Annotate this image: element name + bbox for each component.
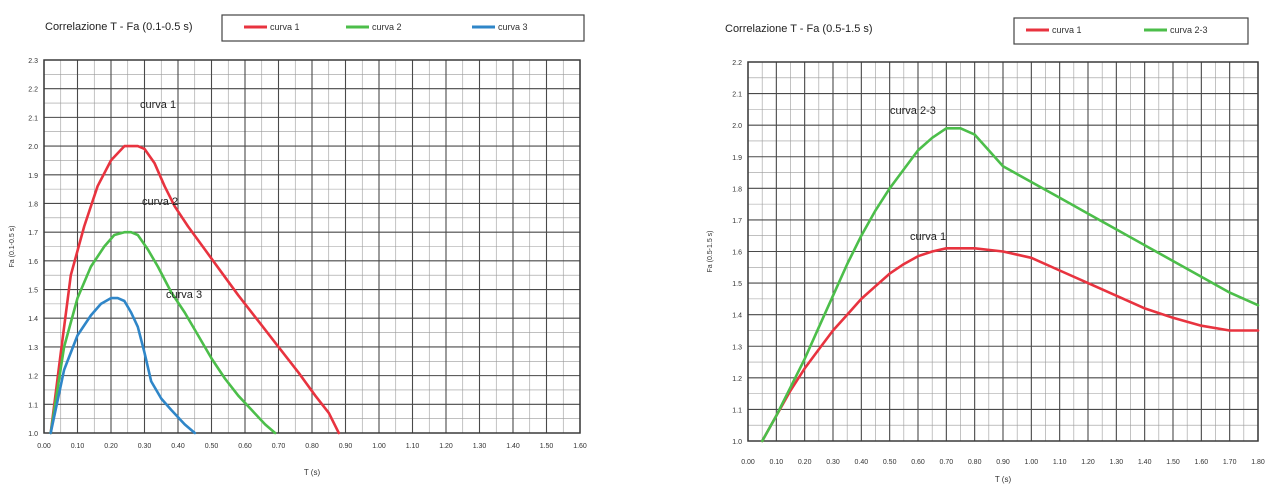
c1-x-tick-label: 1.60: [1195, 459, 1209, 466]
c0-series-line-3: [49, 296, 197, 435]
c1-y-tick-label: 1.2: [732, 376, 742, 383]
c1-curve-annotation: curva 1: [910, 231, 946, 243]
c1-y-tick-label: 1.6: [732, 250, 742, 257]
c0-x-tick-label: 0.00: [37, 443, 51, 450]
c1-x-tick-label: 0.60: [911, 459, 925, 466]
c0-x-tick-label: 1.60: [573, 443, 587, 450]
c0-y-tick-label: 1.6: [28, 259, 38, 266]
c1-y-tick-label: 1.0: [732, 439, 742, 446]
c0-x-axis-label: T (s): [304, 468, 321, 477]
c0-y-tick-label: 2.3: [28, 58, 38, 65]
c1-x-tick-label: 1.10: [1053, 459, 1067, 466]
c0-y-axis-label: Fa (0.1-0.5 s): [9, 225, 16, 267]
c0-y-tick-label: 1.2: [28, 374, 38, 381]
c1-y-tick-label: 2.1: [732, 92, 742, 99]
c0-y-tick-label: 1.9: [28, 173, 38, 180]
c1-curve-annotation: curva 2-3: [890, 105, 936, 117]
c1-x-tick-label: 1.70: [1223, 459, 1237, 466]
c0-legend-label: curva 2: [372, 22, 402, 32]
c1-chart-title: Correlazione T - Fa (0.5-1.5 s): [725, 23, 873, 35]
c1-y-tick-label: 1.9: [732, 155, 742, 162]
c1-x-tick-label: 0.30: [826, 459, 840, 466]
c1-x-tick-label: 0.70: [940, 459, 954, 466]
c0-y-tick-label: 1.0: [28, 431, 38, 438]
c1-x-tick-label: 1.20: [1081, 459, 1095, 466]
c1-y-axis-label: Fa (0.5-1.5 s): [707, 230, 714, 272]
c0-curve-annotation: curva 2: [142, 196, 178, 208]
c0-x-tick-label: 0.10: [71, 443, 85, 450]
c0-x-tick-label: 1.20: [439, 443, 453, 450]
c1-y-tick-label: 1.1: [732, 407, 742, 414]
c1-y-tick-label: 1.4: [732, 313, 742, 320]
c1-x-axis-label: T (s): [995, 475, 1012, 484]
c1-y-tick-label: 2.0: [732, 123, 742, 130]
c1-x-tick-label: 1.30: [1110, 459, 1124, 466]
c0-legend-label: curva 3: [498, 22, 528, 32]
c1-y-tick-label: 1.5: [732, 281, 742, 288]
c0-x-tick-label: 0.90: [339, 443, 353, 450]
c0-curve-annotation: curva 3: [166, 289, 202, 301]
c0-x-tick-label: 0.80: [305, 443, 319, 450]
c1-x-tick-label: 0.80: [968, 459, 982, 466]
c0-x-tick-label: 0.60: [238, 443, 252, 450]
c0-x-tick-label: 1.10: [406, 443, 420, 450]
chart-left: 0.00 0.10 0.20 0.30 0.40 0.50 0.60 0.70 0.80 0.90…: [0, 0, 610, 487]
c1-x-tick-label: 1.40: [1138, 459, 1152, 466]
c0-plot-frame: [43, 59, 581, 434]
c1-legend-label: curva 1: [1052, 25, 1082, 35]
c0-y-tick-label: 1.4: [28, 316, 38, 323]
c0-legend-label: curva 1: [270, 22, 300, 32]
c1-legend-label: curva 2-3: [1170, 25, 1208, 35]
c0-series-line-2: [49, 230, 277, 435]
c0-series-line-1: [49, 144, 341, 435]
chart-right: 0.00 0.10 0.20 0.30 0.40 0.50 0.60 0.70 0.80 0.90…: [640, 0, 1275, 487]
c0-y-tick-label: 2.0: [28, 144, 38, 151]
c0-y-tick-label: 2.1: [28, 115, 38, 122]
c1-plot-frame: [747, 61, 1259, 442]
c0-x-tick-label: 1.00: [372, 443, 386, 450]
c0-y-tick-label: 1.5: [28, 288, 38, 295]
c1-y-tick-label: 1.8: [732, 186, 742, 193]
c0-chart-title: Correlazione T - Fa (0.1-0.5 s): [45, 21, 193, 33]
c1-y-tick-label: 1.7: [732, 218, 742, 225]
c1-x-tick-label: 0.10: [770, 459, 784, 466]
c1-y-tick-label: 1.3: [732, 344, 742, 351]
c1-legend-box: [1013, 17, 1249, 45]
c0-x-tick-label: 0.70: [272, 443, 286, 450]
c0-x-tick-label: 0.30: [138, 443, 152, 450]
c1-x-tick-label: 0.20: [798, 459, 812, 466]
c0-y-tick-label: 1.7: [28, 230, 38, 237]
c1-series-line-1: [760, 247, 1260, 443]
c1-x-tick-label: 0.00: [741, 459, 755, 466]
c0-legend-box: [221, 14, 585, 42]
c1-x-tick-label: 0.50: [883, 459, 897, 466]
c1-x-tick-label: 0.40: [855, 459, 869, 466]
c1-x-tick-label: 1.80: [1251, 459, 1265, 466]
chart-right-svg: 0.00 0.10 0.20 0.30 0.40 0.50 0.60 0.70 0.80 0.90…: [707, 17, 1265, 484]
c0-y-tick-label: 1.3: [28, 345, 38, 352]
c0-x-tick-label: 0.40: [171, 443, 185, 450]
c0-x-tick-label: 1.50: [540, 443, 554, 450]
c1-series-line-2: [760, 127, 1260, 443]
c0-x-tick-label: 0.50: [205, 443, 219, 450]
c0-y-tick-label: 2.2: [28, 87, 38, 94]
c0-x-tick-label: 1.30: [473, 443, 487, 450]
chart-left-svg: 0.00 0.10 0.20 0.30 0.40 0.50 0.60 0.70 0.80 0.90…: [9, 14, 587, 477]
c0-curve-annotation: curva 1: [140, 99, 176, 111]
c1-x-tick-label: 0.90: [996, 459, 1010, 466]
c1-y-tick-label: 2.2: [732, 60, 742, 67]
c1-x-tick-label: 1.50: [1166, 459, 1180, 466]
c0-x-tick-label: 1.40: [506, 443, 520, 450]
c0-y-tick-label: 1.8: [28, 201, 38, 208]
c0-x-tick-label: 0.20: [104, 443, 118, 450]
c1-x-tick-label: 1.00: [1025, 459, 1039, 466]
c0-y-tick-label: 1.1: [28, 402, 38, 409]
